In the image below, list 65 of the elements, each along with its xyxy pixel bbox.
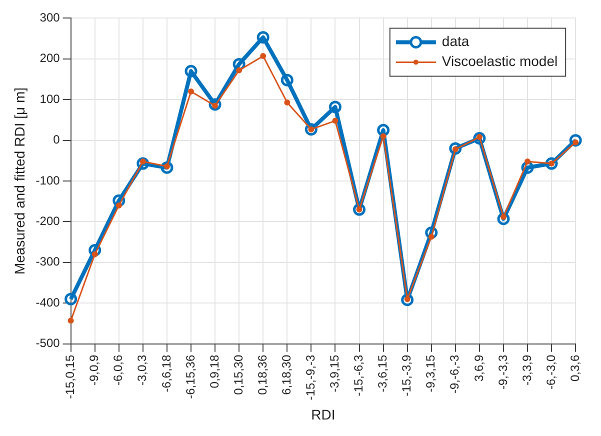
point	[260, 53, 266, 60]
point	[88, 244, 102, 256]
x-tick-label: -6,6,18	[159, 354, 174, 392]
x-tick-label: -6,-3,0	[544, 354, 558, 390]
x-tick-label: -15,-9,-3	[304, 354, 318, 400]
point	[64, 292, 78, 306]
point	[521, 161, 534, 174]
x-tick-label: -3,6,15	[376, 354, 390, 392]
point	[401, 294, 414, 306]
x-tick-label: -6,15,36	[183, 354, 198, 399]
point	[208, 98, 222, 111]
x-tick-label: -9,-3,3	[496, 354, 510, 390]
y-tick-label: -200	[36, 214, 60, 228]
x-tick-label: -9,0,9	[87, 354, 102, 386]
point	[256, 31, 270, 44]
x-tick-label: -15,0,15	[63, 354, 78, 399]
point	[328, 100, 342, 114]
point	[304, 123, 318, 136]
x-tick-label: -3,3,9	[520, 354, 534, 386]
y-tick-label: -400	[36, 295, 60, 310]
y-tick-label: 200	[40, 51, 60, 66]
legend-label: data	[442, 33, 470, 50]
x-tick-label: -15,-3,9	[400, 354, 414, 396]
point	[68, 318, 74, 324]
point	[449, 142, 462, 155]
x-tick-label: -3,0,3	[135, 354, 150, 386]
x-tick-label: 3,6,9	[472, 354, 486, 382]
point	[184, 64, 198, 78]
point	[160, 161, 174, 174]
x-tick-label: 0,9,18	[207, 354, 222, 388]
x-tick-label: -15,-6,3	[352, 354, 366, 396]
point	[188, 88, 194, 94]
y-tick-label: 300	[40, 10, 60, 25]
point	[112, 194, 126, 207]
point	[353, 203, 366, 216]
x-tick-label: -6,0,6	[111, 354, 126, 386]
y-tick-label: -100	[36, 173, 60, 188]
y-axis-title: Measured and fitted RDI [μ m]	[11, 88, 28, 275]
point	[236, 67, 242, 74]
y-tick-label: 0	[53, 132, 60, 147]
legend-label: Viscoelastic model	[442, 53, 558, 70]
point	[497, 212, 510, 226]
x-axis-title: RDI	[311, 406, 336, 422]
x-tick-label: 0,15,30	[231, 354, 246, 395]
x-tick-label: -9,3,15	[424, 354, 438, 392]
x-tick-label: 0,3,6	[568, 354, 582, 382]
x-tick-label: -9,-6,-3	[448, 354, 462, 394]
point	[332, 118, 338, 124]
point	[92, 251, 98, 258]
y-tick-label: 100	[40, 92, 60, 106]
point	[524, 158, 531, 164]
point	[380, 133, 386, 140]
point	[280, 74, 294, 86]
y-tick-label: -500	[36, 336, 60, 350]
point	[425, 226, 438, 239]
point	[116, 202, 122, 208]
point	[232, 58, 246, 70]
point	[428, 234, 434, 240]
x-tick-label: 6,18,30	[279, 354, 294, 395]
x-tick-label: 0,18,36	[255, 354, 270, 395]
y-tick-label: -300	[36, 254, 60, 269]
x-tick-label: -3,9,15	[328, 354, 342, 392]
point	[377, 124, 390, 136]
point	[284, 99, 290, 106]
point	[569, 134, 582, 147]
